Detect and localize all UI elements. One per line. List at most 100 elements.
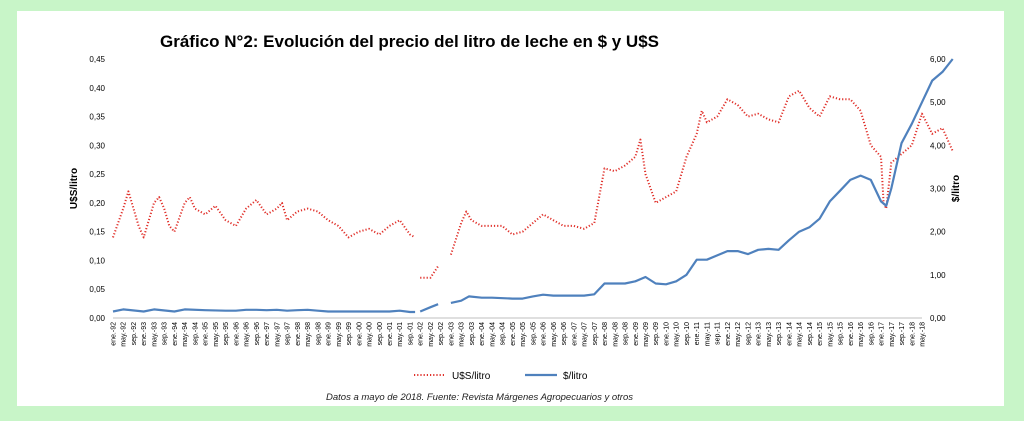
y-right-tick-label: 0,00 xyxy=(930,314,946,323)
x-tick-label: ene.-92 xyxy=(111,322,118,346)
x-tick-label: may.-08 xyxy=(612,322,619,347)
chart-title: Gráfico N°2: Evolución del precio del li… xyxy=(160,32,659,51)
y-left-tick-label: 0,00 xyxy=(89,314,105,323)
x-tick-label: ene.-08 xyxy=(602,322,609,346)
x-tick-label: sep.-17 xyxy=(899,322,906,345)
x-tick-label: may.-94 xyxy=(182,322,189,347)
x-tick-label: sep.-03 xyxy=(469,322,476,345)
series-line-usd xyxy=(420,265,439,279)
y-right-tick-label: 6,00 xyxy=(930,55,946,64)
x-tick-label: sep.-04 xyxy=(500,322,507,345)
x-tick-label: may.-06 xyxy=(551,322,558,347)
y-left-tick-label: 0,25 xyxy=(89,170,105,179)
x-tick-label: sep.-97 xyxy=(285,322,292,345)
x-tick-label: ene.-09 xyxy=(633,322,640,346)
x-tick-label: sep.-09 xyxy=(653,322,660,345)
x-tick-label: sep.-96 xyxy=(254,322,261,345)
x-tick-label: may.-01 xyxy=(397,322,404,347)
x-tick-label: ene.-11 xyxy=(694,322,701,345)
y-left-tick-label: 0,30 xyxy=(89,141,105,150)
x-tick-label: ene.-03 xyxy=(448,322,455,346)
x-tick-label: sep.-93 xyxy=(162,322,169,345)
legend-label-usd: U$S/litro xyxy=(452,371,491,382)
x-tick-label: ene.-17 xyxy=(879,322,886,346)
x-tick-label: may.-97 xyxy=(274,322,281,347)
series-line-usd xyxy=(112,190,416,239)
x-tick-label: sep.-16 xyxy=(868,322,875,345)
x-tick-label: ene.-05 xyxy=(510,322,517,346)
y-right-axis-title: $/litro xyxy=(951,175,962,202)
x-tick-label: ene.-10 xyxy=(664,322,671,346)
y-left-tick-label: 0,35 xyxy=(89,113,105,122)
x-tick-label: may.-99 xyxy=(336,322,343,347)
x-tick-label: ene.-15 xyxy=(817,322,824,346)
chart-panel: 0,00 0,05 0,10 0,15 0,20 0,25 0,30 0,35 0,40 0,45… xyxy=(17,11,1004,406)
y-left-axis-title: U$S/litro xyxy=(69,168,80,209)
x-tick-label: may.-16 xyxy=(858,322,865,347)
x-tick-label: may.-02 xyxy=(428,322,435,347)
x-tick-label: may.-17 xyxy=(889,322,896,347)
x-tick-label: ene.-95 xyxy=(203,322,210,346)
y-right-tick-label: 3,00 xyxy=(930,185,946,194)
x-tick-label: may.-05 xyxy=(520,322,527,347)
x-tick-label: ene.-13 xyxy=(756,322,763,346)
x-tick-label: sep.-08 xyxy=(623,322,630,345)
x-tick-label: sep.-01 xyxy=(408,322,415,345)
x-tick-label: sep.-12 xyxy=(745,322,752,345)
x-tick-label: ene.-18 xyxy=(909,322,916,346)
x-tick-label: ene.-14 xyxy=(786,322,793,346)
x-tick-label: sep.-13 xyxy=(776,322,783,345)
x-tick-label: may.-98 xyxy=(305,322,312,347)
x-tick-label: may.-96 xyxy=(244,322,251,347)
x-tick-label: ene.-00 xyxy=(356,322,363,346)
x-tick-label: sep.-92 xyxy=(131,322,138,345)
x-tick-label: may.-09 xyxy=(643,322,650,347)
legend-label-ars: $/litro xyxy=(563,371,588,382)
x-tick-label: ene.-01 xyxy=(387,322,394,346)
x-tick-label: ene.-02 xyxy=(418,322,425,346)
x-tick-label: may.-12 xyxy=(735,322,742,347)
y-right-tick-label: 5,00 xyxy=(930,98,946,107)
x-tick-label: sep.-99 xyxy=(346,322,353,345)
x-tick-label: sep.-10 xyxy=(684,322,691,345)
x-tick-label: sep.-07 xyxy=(592,322,599,345)
y-left-tick-label: 0,15 xyxy=(89,228,105,237)
y-left-tick-label: 0,45 xyxy=(89,55,105,64)
x-tick-label: may.-18 xyxy=(920,322,927,347)
x-tick-label: ene.-07 xyxy=(571,322,578,346)
x-tick-label: ene.-16 xyxy=(848,322,855,346)
y-left-tick-label: 0,40 xyxy=(89,84,105,93)
x-tick-label: sep.-98 xyxy=(315,322,322,345)
x-tick-label: ene.-93 xyxy=(141,322,148,346)
x-tick-label: sep.-06 xyxy=(561,322,568,345)
x-tick-label: ene.-06 xyxy=(541,322,548,346)
x-tick-label: sep.-00 xyxy=(377,322,384,345)
x-tick-label: may.-93 xyxy=(152,322,159,347)
x-tick-label: may.-10 xyxy=(674,322,681,347)
x-tick-label: may.-13 xyxy=(766,322,773,347)
x-tick-label: may.-03 xyxy=(459,322,466,347)
x-tick-label: may.-14 xyxy=(797,322,804,347)
y-left-tick-label: 0,10 xyxy=(89,256,105,265)
series-line-usd xyxy=(449,89,954,256)
series-line-ars xyxy=(112,308,416,314)
y-left-tick-label: 0,20 xyxy=(89,199,105,208)
chart-canvas: 0,00 0,05 0,10 0,15 0,20 0,25 0,30 0,35 0,40 0,45… xyxy=(69,55,962,382)
y-right-tick-label: 2,00 xyxy=(930,228,946,237)
x-tick-label: sep.-05 xyxy=(530,322,537,345)
series-line-ars xyxy=(450,58,954,304)
x-tick-label: sep.-02 xyxy=(438,322,445,345)
x-tick-label: may.-07 xyxy=(582,322,589,347)
x-tick-label: sep.-95 xyxy=(223,322,230,345)
x-tick-label: may.-00 xyxy=(367,322,374,347)
x-tick-label: sep.-14 xyxy=(807,322,814,345)
x-tick-label: may.-95 xyxy=(213,322,220,347)
x-tick-label: ene.-12 xyxy=(725,322,732,346)
y-left-tick-label: 0,05 xyxy=(89,285,105,294)
x-tick-label: ene.-97 xyxy=(264,322,271,346)
x-tick-label: may.-92 xyxy=(121,322,128,347)
x-tick-label: ene.-99 xyxy=(326,322,333,346)
x-tick-label: ene.-96 xyxy=(233,322,240,346)
x-tick-label: sep.-11 xyxy=(715,322,722,345)
y-right-tick-label: 1,00 xyxy=(930,271,946,280)
